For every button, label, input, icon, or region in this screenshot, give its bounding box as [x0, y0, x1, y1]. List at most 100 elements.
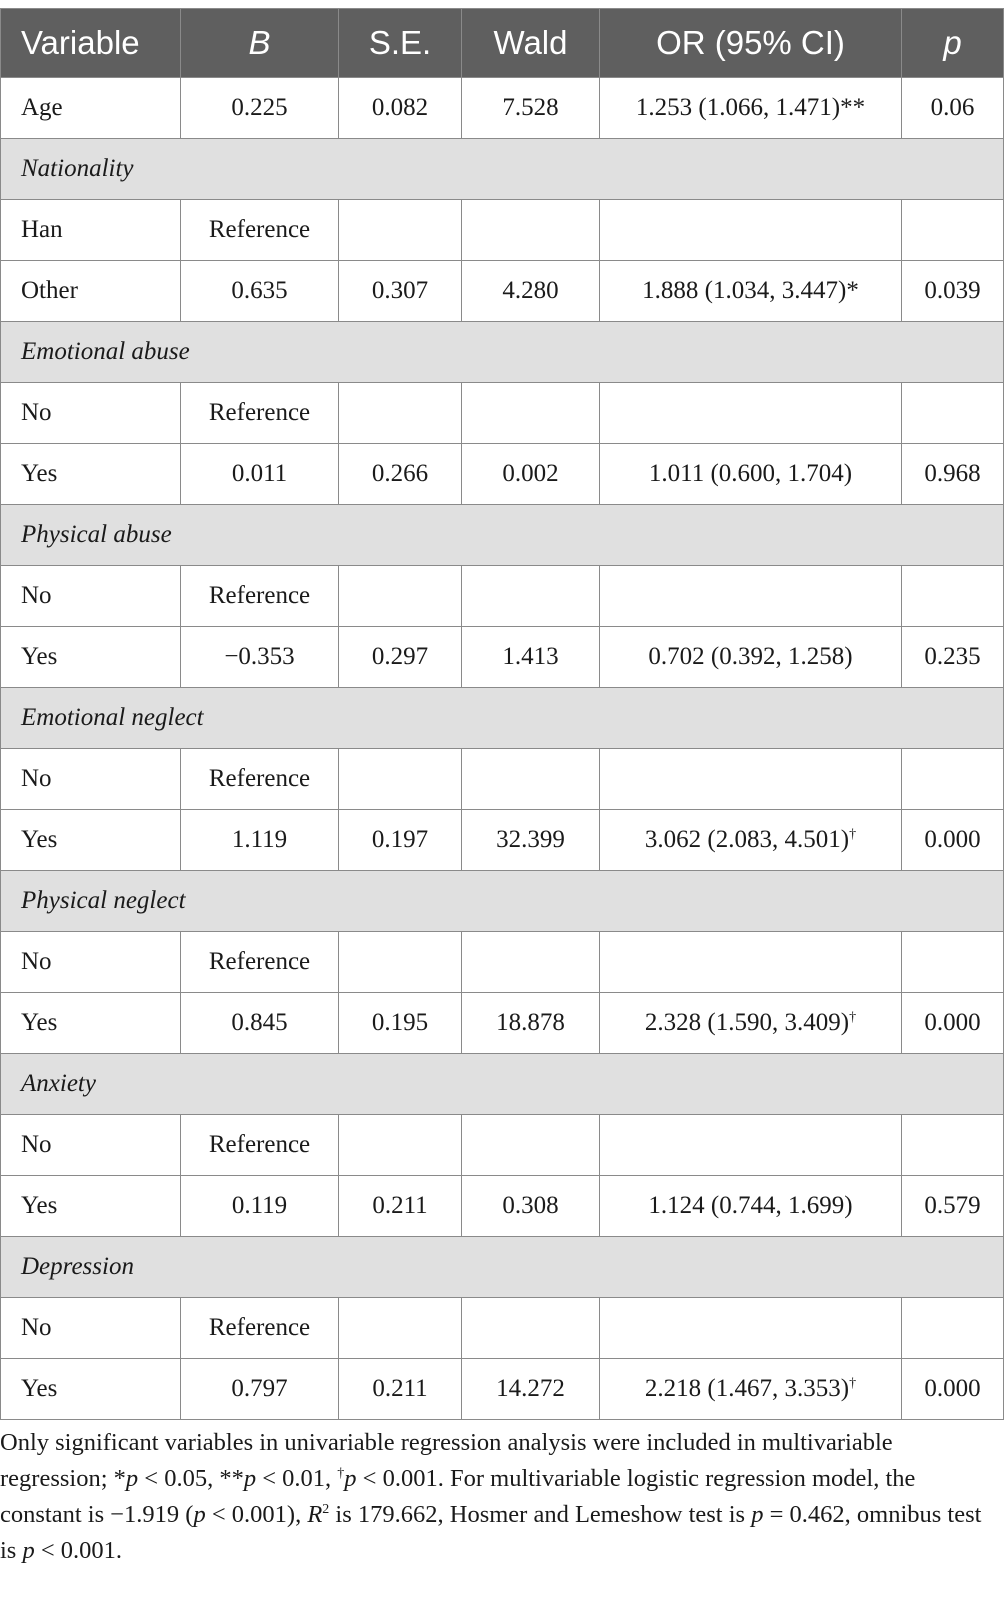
- regression-table: Variable B S.E. Wald OR (95% CI) p Age 0.…: [0, 8, 1004, 1420]
- or-ci-cell: 1.011 (0.600, 1.704): [599, 443, 902, 505]
- table-row: No Reference: [0, 1297, 1004, 1359]
- table-row: Yes 0.845 0.195 18.878 2.328 (1.590, 3.409)†…: [0, 992, 1004, 1054]
- se-cell: 0.307: [338, 260, 462, 322]
- p-cell: 0.000: [901, 1358, 1004, 1420]
- cell-text: 0.235: [924, 643, 981, 670]
- cell-text: 0.002: [502, 460, 559, 487]
- table-row: Yes 1.119 0.197 32.399 3.062 (2.083, 4.501)†…: [0, 809, 1004, 871]
- group-row: Anxiety: [0, 1053, 1004, 1115]
- se-cell: [338, 1114, 462, 1176]
- p-cell: [901, 1114, 1004, 1176]
- regression-table-container: Variable B S.E. Wald OR (95% CI) p Age 0.…: [0, 8, 1004, 1420]
- group-label: Nationality: [0, 138, 1004, 200]
- table-row: No Reference: [0, 565, 1004, 627]
- cell-text: 2.218 (1.467, 3.353): [644, 1375, 850, 1402]
- or-ci-cell: 1.253 (1.066, 1.471)**: [599, 77, 902, 139]
- table-row: No Reference: [0, 1114, 1004, 1176]
- variable-cell: Yes: [0, 1175, 181, 1237]
- header-se: S.E.: [338, 8, 462, 78]
- cell-text: Yes: [21, 1192, 58, 1219]
- group-row: Depression: [0, 1236, 1004, 1298]
- or-ci-cell: 0.702 (0.392, 1.258): [599, 626, 902, 688]
- cell-text: 0.211: [372, 1192, 428, 1219]
- cell-text: 0.039: [924, 277, 981, 304]
- table-row: Other 0.635 0.307 4.280 1.888 (1.034, 3.447)…: [0, 260, 1004, 322]
- or-ci-cell: [599, 748, 902, 810]
- cell-text: Reference: [208, 1314, 311, 1341]
- table-header: Variable B S.E. Wald OR (95% CI) p: [0, 8, 1004, 78]
- p-cell: 0.235: [901, 626, 1004, 688]
- wald-cell: 18.878: [461, 992, 600, 1054]
- note-text: Only significant variables in univariabl…: [0, 1429, 893, 1492]
- note-text: < 0.01,: [256, 1465, 338, 1492]
- cell-text: 32.399: [496, 826, 565, 853]
- significance-dagger: †: [849, 1010, 857, 1025]
- cell-text: 0.000: [924, 1009, 981, 1036]
- cell-text: Reference: [208, 399, 311, 426]
- p-cell: 0.039: [901, 260, 1004, 322]
- wald-cell: 7.528: [461, 77, 600, 139]
- cell-text: 0.307: [371, 277, 429, 304]
- b-cell: 0.797: [180, 1358, 339, 1420]
- wald-cell: [461, 1297, 600, 1359]
- b-cell: Reference: [180, 565, 339, 627]
- cell-text: Other: [21, 277, 78, 304]
- or-ci-cell: 1.124 (0.744, 1.699): [599, 1175, 902, 1237]
- se-cell: [338, 931, 462, 993]
- table-row: No Reference: [0, 382, 1004, 444]
- cell-text: −0.353: [224, 643, 295, 670]
- note-p-symbol: p: [751, 1501, 764, 1528]
- wald-cell: [461, 199, 600, 261]
- p-cell: [901, 1297, 1004, 1359]
- or-ci-cell: [599, 1297, 902, 1359]
- b-cell: Reference: [180, 748, 339, 810]
- table-row: Yes 0.119 0.211 0.308 1.124 (0.744, 1.699) 0.…: [0, 1175, 1004, 1237]
- b-cell: 0.225: [180, 77, 339, 139]
- cell-text: 1.011 (0.600, 1.704): [648, 460, 853, 487]
- b-cell: −0.353: [180, 626, 339, 688]
- cell-text: 0.06: [930, 94, 975, 121]
- p-cell: 0.000: [901, 809, 1004, 871]
- se-cell: 0.195: [338, 992, 462, 1054]
- cell-text: Reference: [208, 216, 311, 243]
- note-text: = 0.462, omnibus test is: [0, 1501, 982, 1564]
- wald-cell: 1.413: [461, 626, 600, 688]
- cell-text: 0.082: [371, 94, 429, 121]
- header-p: p: [901, 8, 1004, 78]
- group-label: Physical abuse: [0, 504, 1004, 566]
- wald-cell: 14.272: [461, 1358, 600, 1420]
- table-row: Han Reference: [0, 199, 1004, 261]
- or-ci-cell: [599, 931, 902, 993]
- or-ci-cell: 2.218 (1.467, 3.353)†: [599, 1358, 902, 1420]
- p-cell: 0.968: [901, 443, 1004, 505]
- wald-cell: [461, 931, 600, 993]
- header-b: B: [180, 8, 339, 78]
- wald-cell: 0.308: [461, 1175, 600, 1237]
- cell-text: 2.328 (1.590, 3.409): [644, 1009, 850, 1036]
- se-cell: 0.297: [338, 626, 462, 688]
- note-text: < 0.001. For multivariable logistic regr…: [0, 1465, 916, 1528]
- cell-text: Reference: [208, 1131, 311, 1158]
- variable-cell: Age: [0, 77, 181, 139]
- cell-text: 1.413: [502, 643, 559, 670]
- or-ci-cell: 1.888 (1.034, 3.447)*: [599, 260, 902, 322]
- cell-text: Reference: [208, 948, 311, 975]
- cell-text: Yes: [21, 643, 58, 670]
- cell-text: Yes: [21, 826, 58, 853]
- header-or-ci: OR (95% CI): [599, 8, 902, 78]
- group-label: Anxiety: [0, 1053, 1004, 1115]
- cell-text: 0.211: [372, 1375, 428, 1402]
- se-cell: 0.266: [338, 443, 462, 505]
- note-text: is 179.662, Hosmer and Lemeshow test is: [329, 1501, 752, 1528]
- wald-cell: 4.280: [461, 260, 600, 322]
- wald-cell: [461, 382, 600, 444]
- b-cell: Reference: [180, 199, 339, 261]
- header-variable: Variable: [0, 8, 181, 78]
- p-cell: [901, 565, 1004, 627]
- cell-text: 0.119: [231, 1192, 288, 1219]
- cell-text: 0.308: [502, 1192, 559, 1219]
- cell-text: Reference: [208, 765, 311, 792]
- note-p-symbol: p: [243, 1465, 257, 1492]
- or-ci-cell: 2.328 (1.590, 3.409)†: [599, 992, 902, 1054]
- se-cell: 0.211: [338, 1358, 462, 1420]
